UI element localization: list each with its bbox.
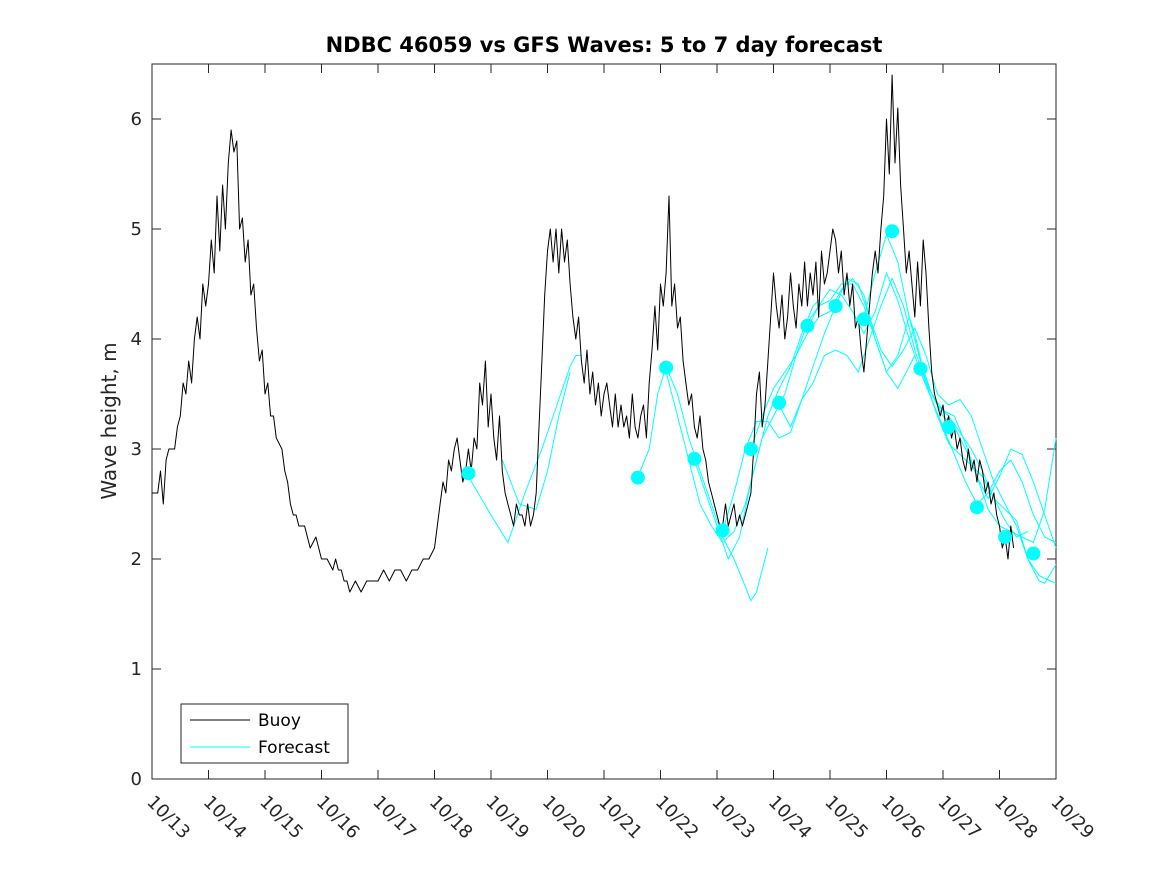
y-tick-label: 4 <box>131 329 142 350</box>
y-tick-label: 6 <box>131 109 142 130</box>
legend: Buoy Forecast <box>180 703 349 764</box>
forecast-run-line <box>919 366 1057 549</box>
forecast-marker <box>715 523 730 538</box>
legend-box <box>180 703 349 764</box>
buoy-series <box>152 74 1015 593</box>
legend-label-forecast: Forecast <box>258 738 330 758</box>
forecast-run-line <box>467 355 582 544</box>
forecast-marker <box>856 312 871 327</box>
forecast-marker <box>913 361 928 376</box>
forecast-marker <box>630 470 645 485</box>
axes-box <box>151 63 1057 780</box>
forecast-run-line <box>637 365 769 602</box>
y-tick-label: 1 <box>131 659 142 680</box>
forecast-run-line <box>665 300 820 544</box>
forecast-marker <box>772 395 787 410</box>
legend-label-buoy: Buoy <box>258 711 301 731</box>
y-axis-label: Wave height, m <box>97 342 121 499</box>
forecast-marker <box>941 420 956 434</box>
buoy-line <box>152 74 1015 593</box>
forecast-marker <box>800 318 815 333</box>
y-tick-label: 2 <box>131 549 142 570</box>
y-tick-label: 5 <box>131 219 142 240</box>
forecast-marker <box>743 442 758 456</box>
y-tick-label: 3 <box>131 439 142 460</box>
forecast-run-line <box>806 271 1057 543</box>
forecast-marker <box>885 224 900 239</box>
forecast-marker <box>1026 546 1041 561</box>
chart-title: NDBC 46059 vs GFS Waves: 5 to 7 day fore… <box>326 33 883 57</box>
forecast-marker <box>659 360 674 375</box>
forecast-run-line <box>863 232 1057 544</box>
forecast-markers <box>461 224 1041 561</box>
forecast-run-line <box>501 371 571 511</box>
forecast-marker <box>828 299 843 313</box>
forecast-marker <box>998 530 1013 544</box>
forecast-run-line <box>722 277 1029 538</box>
forecast-marker <box>687 451 702 466</box>
forecast-marker <box>969 500 984 515</box>
forecast-marker <box>461 466 476 481</box>
plot-area <box>151 63 1057 780</box>
y-tick-label: 0 <box>131 769 142 790</box>
forecast-run-line <box>778 277 1057 584</box>
